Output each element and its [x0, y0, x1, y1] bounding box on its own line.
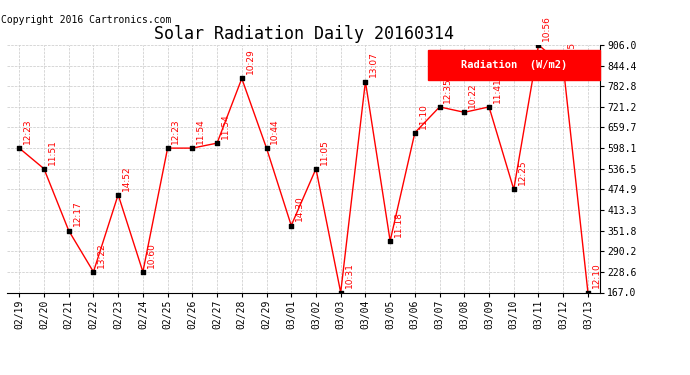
Text: 14:52: 14:52 [122, 165, 131, 190]
Text: 11:05: 11:05 [319, 139, 329, 165]
Point [509, 186, 520, 192]
Point [137, 269, 148, 275]
Text: 12:23: 12:23 [171, 118, 181, 144]
Point [14, 145, 25, 151]
Point [286, 222, 297, 228]
Point [162, 145, 173, 151]
Point [236, 75, 247, 81]
Text: 10:29: 10:29 [246, 49, 255, 74]
Text: 13:22: 13:22 [97, 242, 106, 268]
Point [261, 145, 272, 151]
Text: 10:56: 10:56 [542, 15, 551, 41]
Text: 11:54: 11:54 [196, 118, 205, 144]
Text: 14:30: 14:30 [295, 196, 304, 221]
Point [484, 104, 495, 110]
Point [360, 78, 371, 84]
Point [335, 290, 346, 296]
Point [112, 192, 124, 198]
Point [384, 238, 395, 244]
Point [409, 130, 420, 136]
Text: 10:60: 10:60 [147, 242, 156, 268]
Point [88, 269, 99, 275]
Point [187, 145, 198, 151]
Point [63, 228, 75, 234]
Point [558, 63, 569, 69]
Point [533, 42, 544, 48]
Text: 12:25: 12:25 [518, 160, 526, 185]
Text: 11:41: 11:41 [493, 77, 502, 103]
Text: 11:10: 11:10 [419, 103, 428, 129]
Point [582, 290, 593, 296]
Point [310, 166, 322, 172]
Point [434, 104, 445, 110]
Point [39, 166, 50, 172]
Text: 12:10: 12:10 [592, 262, 601, 288]
Title: Solar Radiation Daily 20160314: Solar Radiation Daily 20160314 [154, 26, 453, 44]
Text: 12:23: 12:23 [23, 118, 32, 144]
Text: Radiation  (W/m2): Radiation (W/m2) [461, 60, 567, 70]
Text: 11:18: 11:18 [394, 211, 403, 237]
Text: 10:44: 10:44 [270, 118, 279, 144]
Text: 11:5: 11:5 [567, 41, 576, 62]
Text: 11:54: 11:54 [221, 113, 230, 139]
Text: 12:17: 12:17 [72, 201, 81, 226]
FancyBboxPatch shape [428, 50, 600, 80]
Text: 10:22: 10:22 [468, 82, 477, 108]
Text: 11:51: 11:51 [48, 139, 57, 165]
Text: Copyright 2016 Cartronics.com: Copyright 2016 Cartronics.com [1, 15, 171, 25]
Text: 10:31: 10:31 [344, 262, 353, 288]
Point [212, 140, 223, 146]
Point [459, 110, 470, 116]
Text: 12:35: 12:35 [444, 77, 453, 103]
Text: 13:07: 13:07 [369, 51, 378, 77]
